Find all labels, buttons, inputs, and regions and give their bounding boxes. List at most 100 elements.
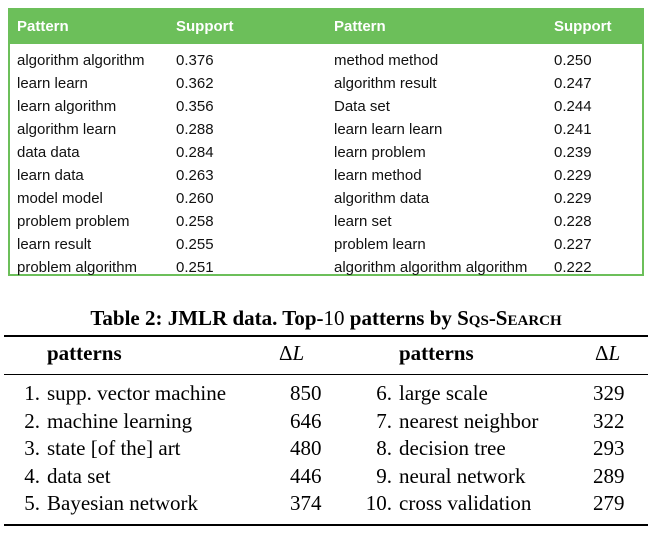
pattern-left: data set bbox=[47, 463, 111, 488]
cell-support-left: 0.260 bbox=[176, 190, 214, 207]
header-patterns-left: patterns bbox=[47, 341, 122, 365]
support-table-row: problem algorithm 0.251 algorithm algorith… bbox=[10, 256, 642, 279]
pattern-left: Bayesian network bbox=[47, 491, 199, 515]
cell-pattern-left: model model bbox=[17, 190, 103, 207]
pattern-right: nearest neighbor bbox=[399, 408, 539, 433]
cell-pattern-left: learn data bbox=[17, 167, 84, 184]
cell-support-left: 0.251 bbox=[176, 259, 214, 276]
cell-pattern-right: learn problem bbox=[334, 144, 426, 161]
table-top-rule bbox=[4, 335, 648, 337]
cell-support-right: 0.250 bbox=[554, 52, 592, 69]
delta-symbol-right: Δ bbox=[595, 341, 609, 365]
cell-support-left: 0.284 bbox=[176, 144, 214, 161]
support-table: Pattern Support Pattern Support algorith… bbox=[8, 8, 644, 276]
table-caption: Table 2: JMLR data. Top-10 patterns by S… bbox=[0, 306, 652, 331]
cell-pattern-right: algorithm algorithm algorithm bbox=[334, 259, 528, 276]
header-delta-left: ΔL bbox=[279, 341, 304, 366]
cell-support-left: 0.258 bbox=[176, 213, 214, 230]
cell-support-left: 0.255 bbox=[176, 236, 214, 253]
cell-support-left: 0.263 bbox=[176, 167, 214, 184]
cell-support-right: 0.241 bbox=[554, 121, 592, 138]
pattern-right: large scale bbox=[399, 381, 488, 405]
cell-pattern-right: learn method bbox=[334, 167, 422, 184]
cell-support-left: 0.362 bbox=[176, 75, 214, 92]
rank-right: 8. bbox=[376, 436, 392, 460]
delta-value-left: 480 bbox=[290, 436, 322, 460]
pattern-left: supp. vector machine bbox=[47, 381, 227, 405]
delta-value-right: 322 bbox=[593, 408, 625, 433]
pattern-left: machine learning bbox=[47, 408, 193, 433]
delta-value-right: 293 bbox=[593, 436, 625, 460]
delta-value-right: 329 bbox=[593, 381, 625, 405]
cell-pattern-left: learn learn bbox=[17, 75, 88, 92]
rank-right: 6. bbox=[376, 381, 392, 405]
rank-right: 7. bbox=[376, 408, 392, 433]
delta-letter-right: L bbox=[608, 341, 621, 365]
header-delta-right: ΔL bbox=[595, 341, 620, 366]
rank-left: 1. bbox=[24, 381, 40, 405]
caption-method: Sqs-Search bbox=[457, 306, 562, 330]
caption-number: 10 bbox=[323, 306, 345, 330]
delta-value-left: 374 bbox=[290, 491, 322, 515]
cell-support-right: 0.227 bbox=[554, 236, 592, 253]
delta-letter-left: L bbox=[292, 341, 305, 365]
delta-value-left: 646 bbox=[290, 408, 322, 433]
support-table-row: learn algorithm 0.356 Data set 0.244 bbox=[10, 95, 642, 118]
support-table-row: algorithm algorithm 0.376 method method 0.2… bbox=[10, 49, 642, 72]
delta-symbol-left: Δ bbox=[279, 341, 293, 365]
cell-pattern-left: problem problem bbox=[17, 213, 130, 230]
cell-pattern-right: learn set bbox=[334, 213, 392, 230]
support-table-row: learn data 0.263 learn method 0.229 bbox=[10, 164, 642, 187]
cell-pattern-right: method method bbox=[334, 52, 439, 69]
cell-pattern-right: Data set bbox=[334, 98, 390, 115]
support-table-header: Pattern Support Pattern Support bbox=[10, 10, 642, 44]
caption-prefix: Table 2: JMLR data. Top- bbox=[90, 306, 324, 330]
support-table-row: problem problem 0.258 learn set 0.228 bbox=[10, 210, 642, 233]
header-support-right: Support bbox=[554, 18, 612, 35]
pattern-right: neural network bbox=[399, 463, 526, 488]
pattern-right: decision tree bbox=[399, 436, 506, 460]
cell-pattern-right: problem learn bbox=[334, 236, 426, 253]
header-support-left: Support bbox=[176, 18, 234, 35]
support-table-row: algorithm learn 0.288 learn learn learn 0.2… bbox=[10, 118, 642, 141]
header-pattern-right: Pattern bbox=[334, 18, 386, 35]
caption-middle: patterns by bbox=[344, 306, 458, 330]
cell-pattern-right: algorithm result bbox=[334, 75, 437, 92]
rank-left: 5. bbox=[24, 491, 40, 515]
cell-support-right: 0.228 bbox=[554, 213, 592, 230]
support-table-row: data data 0.284 learn problem 0.239 bbox=[10, 141, 642, 164]
pattern-left: state [of the] art bbox=[47, 436, 181, 460]
rank-left: 2. bbox=[24, 408, 40, 433]
table-header-rule bbox=[4, 374, 648, 375]
cell-pattern-left: algorithm algorithm bbox=[17, 52, 145, 69]
cell-pattern-right: learn learn learn bbox=[334, 121, 443, 138]
cell-support-right: 0.244 bbox=[554, 98, 592, 115]
cell-support-left: 0.376 bbox=[176, 52, 214, 69]
table-bottom-rule bbox=[4, 524, 648, 526]
cell-pattern-left: learn result bbox=[17, 236, 92, 253]
rank-left: 3. bbox=[24, 436, 40, 460]
cell-support-left: 0.288 bbox=[176, 121, 214, 138]
cell-support-right: 0.239 bbox=[554, 144, 592, 161]
cell-pattern-left: learn algorithm bbox=[17, 98, 117, 115]
cell-support-right: 0.247 bbox=[554, 75, 592, 92]
cell-support-right: 0.229 bbox=[554, 190, 592, 207]
rank-right: 10. bbox=[365, 491, 392, 515]
delta-value-right: 289 bbox=[593, 463, 625, 488]
support-table-row: learn learn 0.362 algorithm result 0.247 bbox=[10, 72, 642, 95]
delta-value-left: 446 bbox=[290, 463, 322, 488]
cell-pattern-left: algorithm learn bbox=[17, 121, 117, 138]
cell-support-right: 0.222 bbox=[554, 259, 592, 276]
cell-pattern-left: problem algorithm bbox=[17, 259, 138, 276]
delta-value-left: 850 bbox=[290, 381, 322, 405]
cell-support-right: 0.229 bbox=[554, 167, 592, 184]
support-table-row: learn result 0.255 problem learn 0.227 bbox=[10, 233, 642, 256]
header-patterns-right: patterns bbox=[399, 341, 474, 365]
support-table-row: model model 0.260 algorithm data 0.229 bbox=[10, 187, 642, 210]
pattern-right: cross validation bbox=[399, 491, 532, 515]
rank-right: 9. bbox=[376, 463, 392, 488]
cell-pattern-right: algorithm data bbox=[334, 190, 430, 207]
rank-left: 4. bbox=[24, 463, 40, 488]
cell-pattern-left: data data bbox=[17, 144, 80, 161]
header-pattern-left: Pattern bbox=[17, 18, 69, 35]
